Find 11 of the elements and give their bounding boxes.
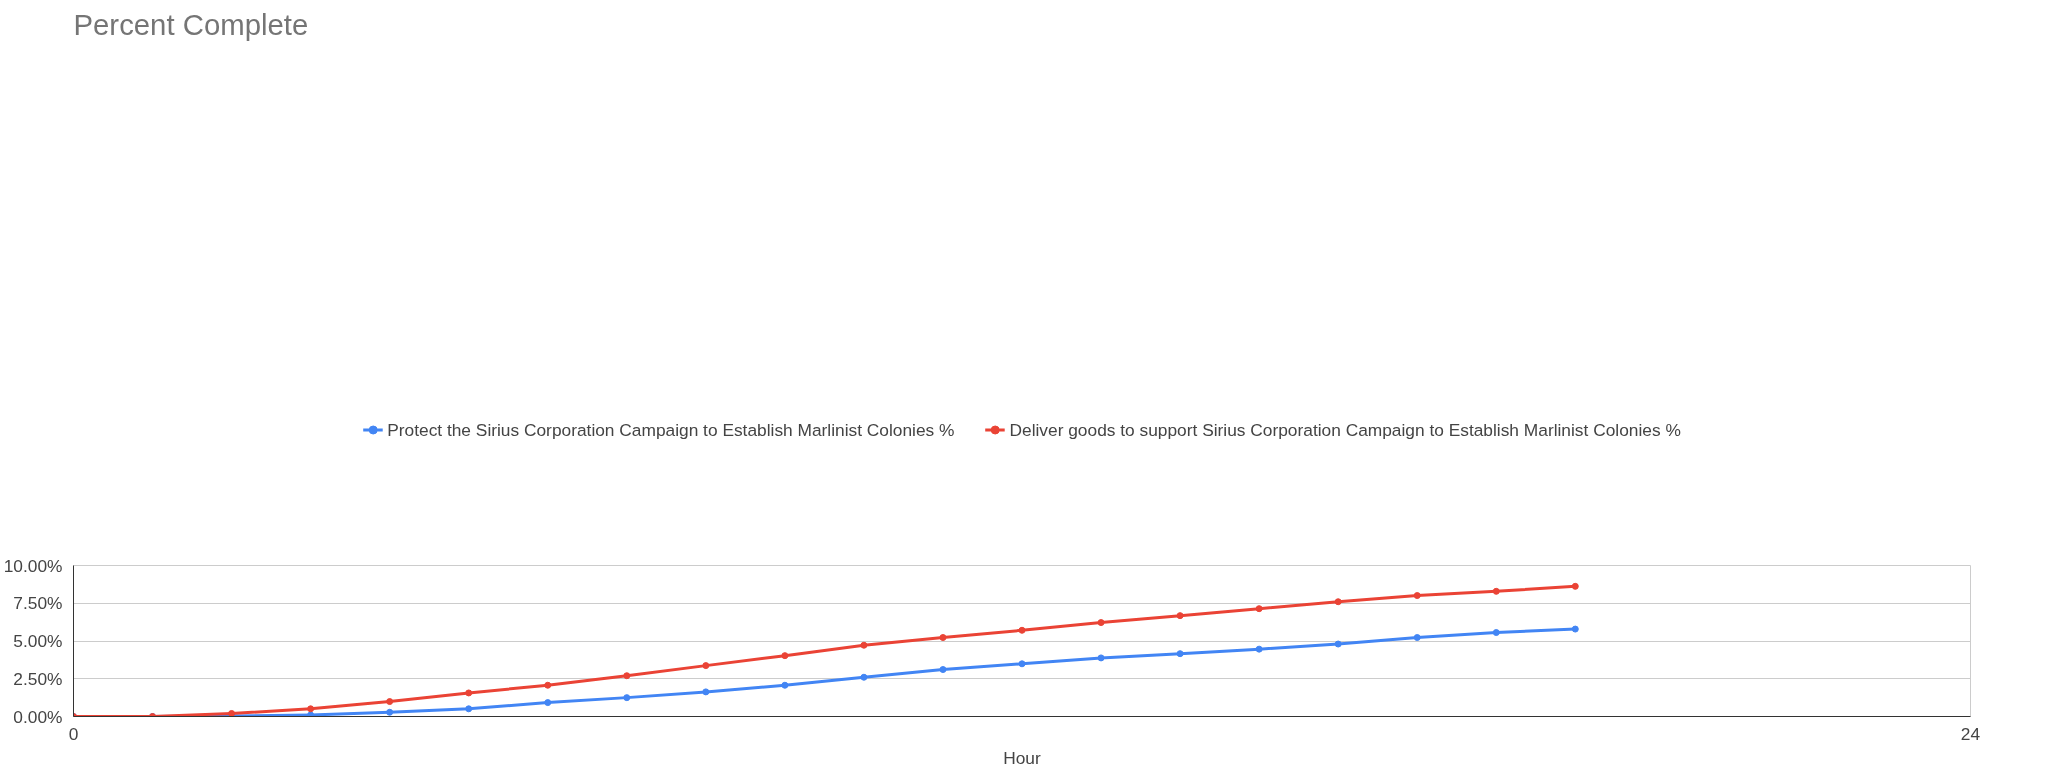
y-tick-label: 7.50%	[13, 593, 63, 614]
y-tick-label: 2.50%	[13, 668, 63, 689]
y-tick-label: 0.00%	[13, 706, 63, 727]
chart-title: Percent Complete	[73, 7, 309, 41]
y-tick-label: 5.00%	[13, 631, 63, 651]
legend-label: Protect the Sirius Corporation Campaign to Establish Marlinist Colonies %	[387, 419, 955, 441]
x-tick-label: 24	[1960, 723, 1981, 744]
y-tick-label: 10.00%	[3, 555, 63, 576]
x-tick-label: 0	[68, 723, 79, 744]
legend-label: Deliver goods to support Sirius Corporation Campaign to Establish Marlinist Colonies %	[1009, 419, 1681, 441]
x-axis-title: Hour	[1003, 747, 1042, 768]
